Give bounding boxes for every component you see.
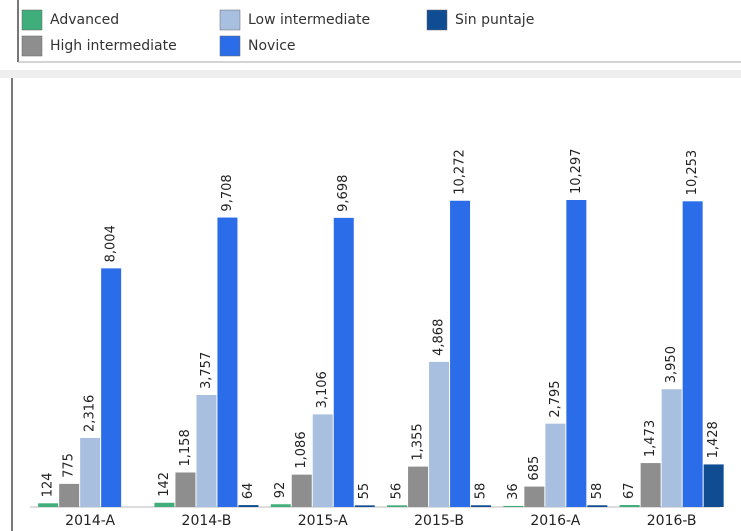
- bar: [101, 268, 122, 507]
- bar: [175, 472, 196, 507]
- value-label: 1,473: [643, 420, 658, 457]
- legend-swatch: [21, 9, 43, 31]
- bar: [312, 414, 333, 507]
- legend-label: Advanced: [50, 12, 119, 28]
- value-label: 10,297: [569, 149, 584, 195]
- legend-label: Sin puntaje: [455, 12, 534, 28]
- bar: [587, 505, 608, 507]
- bar: [640, 463, 661, 507]
- separator: [0, 70, 741, 78]
- bar: [59, 483, 80, 507]
- value-label: 9,708: [220, 174, 235, 211]
- bar: [291, 474, 312, 507]
- value-label: 2,316: [83, 395, 98, 432]
- value-label: 58: [590, 483, 605, 500]
- legend-swatch: [426, 9, 448, 31]
- value-label: 1,355: [411, 423, 426, 460]
- bar: [703, 464, 724, 507]
- value-label: 775: [62, 453, 77, 478]
- value-label: 3,106: [315, 371, 330, 408]
- bar: [38, 503, 59, 507]
- value-label: 124: [41, 472, 56, 497]
- value-label: 142: [157, 472, 172, 497]
- bar: [682, 201, 703, 508]
- bar: [450, 200, 471, 507]
- legend-swatch: [219, 9, 241, 31]
- value-label: 685: [527, 456, 542, 481]
- bar: [154, 502, 175, 507]
- bar: [217, 217, 238, 508]
- value-label: 92: [273, 482, 288, 499]
- bar: [80, 437, 101, 507]
- value-label: 2,795: [548, 380, 563, 417]
- value-label: 10,253: [685, 150, 700, 196]
- bar: [387, 505, 408, 507]
- x-tick-label: 2015-B: [414, 513, 464, 529]
- bar: [333, 217, 354, 507]
- legend-swatch: [21, 35, 43, 57]
- value-label: 9,698: [336, 175, 351, 212]
- bar: [619, 505, 640, 507]
- bar: [524, 486, 545, 507]
- legend-label: Novice: [248, 38, 296, 54]
- legend-label: High intermediate: [50, 38, 177, 54]
- bar: [196, 394, 217, 507]
- bar: [471, 505, 492, 507]
- bar: [503, 505, 524, 507]
- bar: [661, 389, 682, 507]
- x-tick-label: 2016-B: [647, 513, 697, 529]
- value-label: 1,086: [294, 431, 309, 468]
- bar: [545, 423, 566, 507]
- x-tick-label: 2014-B: [182, 513, 232, 529]
- x-tick-label: 2016-A: [530, 513, 580, 529]
- bar: [429, 361, 450, 507]
- value-label: 58: [474, 483, 489, 500]
- x-tick-label: 2014-A: [65, 513, 115, 529]
- x-tick-label: 2015-A: [298, 513, 348, 529]
- value-label: 36: [506, 483, 521, 500]
- value-label: 3,950: [664, 346, 679, 383]
- value-label: 3,757: [199, 352, 214, 389]
- value-label: 10,272: [453, 149, 468, 195]
- value-label: 55: [357, 483, 372, 500]
- bar: [238, 505, 259, 507]
- bar: [354, 505, 375, 507]
- value-label: 56: [390, 483, 405, 500]
- bar: [408, 466, 429, 507]
- value-label: 1,428: [706, 421, 721, 458]
- value-label: 1,158: [178, 429, 193, 466]
- value-label: 67: [622, 482, 637, 499]
- bar: [270, 504, 291, 507]
- legend-label: Low intermediate: [248, 12, 370, 28]
- value-label: 64: [241, 483, 256, 500]
- value-label: 4,868: [432, 319, 447, 356]
- value-label: 8,004: [104, 225, 119, 262]
- bar: [566, 200, 587, 507]
- legend-swatch: [219, 35, 241, 57]
